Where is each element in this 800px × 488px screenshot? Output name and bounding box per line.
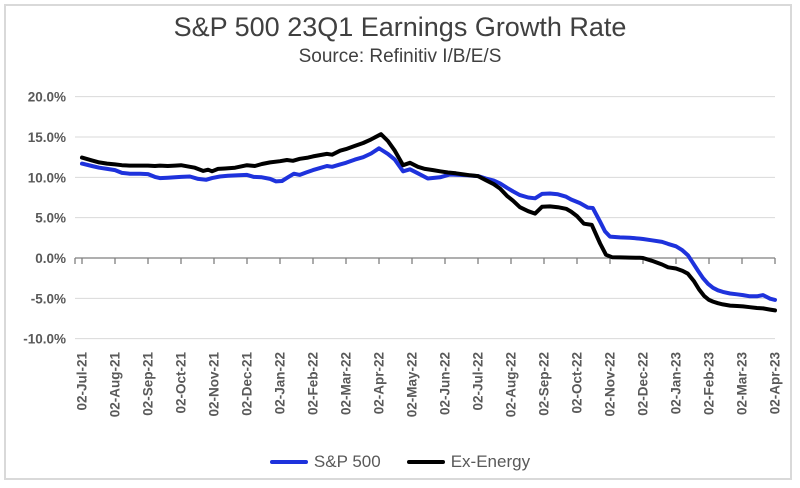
- y-axis-tick-label: 0.0%: [35, 251, 66, 266]
- title-block: S&P 500 23Q1 Earnings Growth Rate Source…: [0, 12, 800, 68]
- sp500-line-swatch: [269, 460, 308, 464]
- x-axis-tick-label: 02-Dec-22: [636, 352, 651, 416]
- legend-label-ex-energy: Ex-Energy: [450, 452, 531, 471]
- x-axis-tick-label: 02-Oct-21: [174, 352, 189, 414]
- x-axis-tick-label: 02-Nov-21: [207, 352, 222, 417]
- x-axis-tick-label: 02-Sep-21: [141, 352, 156, 416]
- x-axis-tick-label: 02-Apr-23: [768, 352, 783, 415]
- x-axis-tick-label: 02-Dec-21: [240, 352, 255, 416]
- chart-title: S&P 500 23Q1 Earnings Growth Rate: [173, 12, 627, 42]
- ex-energy-series-line: [80, 132, 777, 313]
- x-axis-tick-label: 02-Jun-22: [438, 352, 453, 415]
- x-axis-tick-label: 02-Jan-23: [669, 352, 684, 415]
- x-axis-tick-label: 02-Mar-22: [339, 352, 354, 415]
- x-axis-tick-label: 02-Sep-22: [537, 352, 552, 416]
- x-axis-tick-label: 02-May-22: [405, 352, 420, 417]
- chart-subtitle: Source: Refinitiv I/B/E/S: [298, 46, 502, 67]
- y-axis-tick-label: 5.0%: [35, 211, 66, 226]
- legend-item-sp500: S&P 500: [269, 452, 381, 472]
- x-axis-tick-label: 02-Feb-23: [702, 352, 717, 416]
- legend-label-sp500: S&P 500: [313, 452, 381, 471]
- sp500-series-line: [80, 146, 777, 302]
- y-axis-tick-label: 20.0%: [28, 90, 66, 105]
- y-axis-tick-label: -10.0%: [23, 332, 66, 347]
- x-axis-tick-label: 02-Oct-22: [570, 352, 585, 414]
- x-axis-tick-label: 02-Jul-22: [471, 352, 486, 411]
- x-axis-tick-label: 02-Mar-23: [735, 352, 750, 416]
- x-axis-tick-label: 02-Apr-22: [372, 352, 387, 414]
- y-axis-tick-label: -5.0%: [31, 291, 66, 306]
- x-axis-tick-label: 02-Jan-22: [273, 352, 288, 414]
- x-axis-tick-label: 02-Nov-22: [603, 352, 618, 417]
- x-axis-tick-label: 02-Aug-21: [108, 352, 123, 418]
- y-axis-tick-label: 10.0%: [28, 170, 66, 185]
- x-axis-tick-label: 02-Jul-21: [75, 352, 90, 411]
- y-axis-tick-label: 15.0%: [28, 130, 66, 145]
- x-axis-tick-label: 02-Aug-22: [504, 352, 519, 417]
- legend-item-ex-energy: Ex-Energy: [406, 452, 531, 472]
- x-axis-tick-label: 02-Feb-22: [306, 352, 321, 415]
- ex-energy-line-swatch: [406, 460, 445, 464]
- legend: S&P 500 Ex-Energy: [0, 452, 800, 472]
